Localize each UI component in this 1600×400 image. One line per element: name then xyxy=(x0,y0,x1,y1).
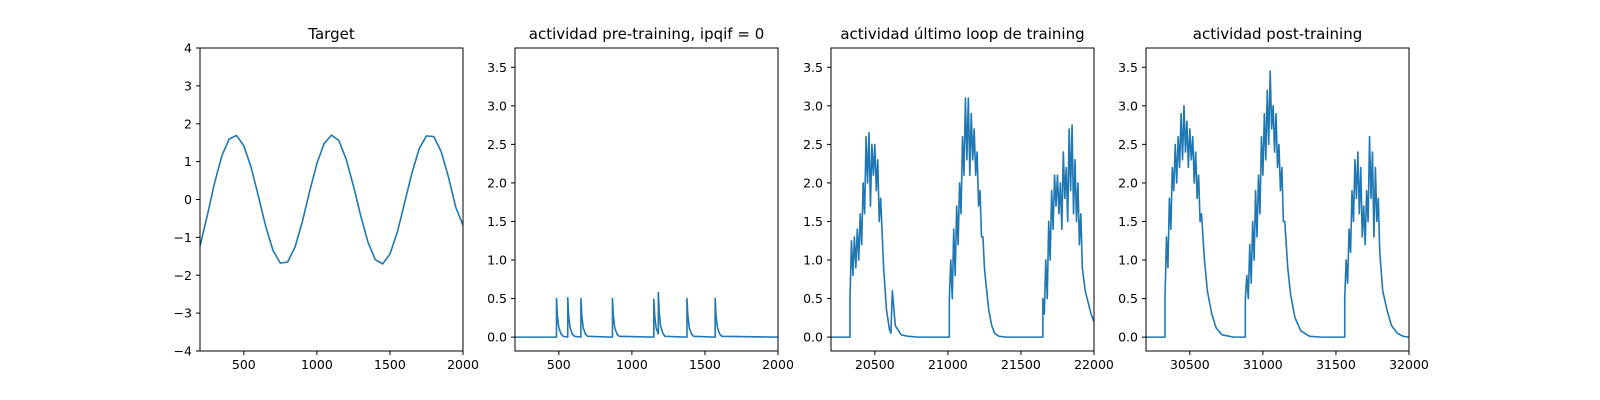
chart-title: actividad pre-training, ipqif = 0 xyxy=(529,25,765,43)
y-tick-label: 2.5 xyxy=(803,137,823,152)
subplot-4: 30500 31000 31500 32000 0.0 0.5 1.0 1.5 2.0 2.5 3.… xyxy=(1118,25,1429,372)
x-tick-label: 1500 xyxy=(689,357,721,372)
y-tick-label: 1 xyxy=(184,154,192,169)
series-line-1 xyxy=(515,291,778,338)
series-line-1 xyxy=(200,134,463,265)
chart-title: actividad último loop de training xyxy=(840,25,1084,43)
axes-frame xyxy=(830,47,1095,352)
series-line-1 xyxy=(1146,70,1409,338)
y-tick-label: 2.0 xyxy=(1118,175,1138,190)
axes-frame xyxy=(514,47,779,352)
y-tick-label: 3.5 xyxy=(1118,60,1138,75)
x-tick-label: 21500 xyxy=(1001,357,1041,372)
y-tick-label: 3.0 xyxy=(487,98,507,113)
chart-title: Target xyxy=(307,25,355,43)
x-tick-label: 31500 xyxy=(1316,357,1356,372)
chart-title: actividad post-training xyxy=(1193,25,1362,43)
x-tick-label: 2000 xyxy=(762,357,794,372)
y-tick-label: 0.5 xyxy=(487,291,507,306)
y-tick-label: 2 xyxy=(184,116,192,131)
y-tick-label: 2.0 xyxy=(803,175,823,190)
x-tick-label: 30500 xyxy=(1170,357,1210,372)
subplot-2: 500 1000 1500 2000 0.0 0.5 1.0 1.5 2.0 2.5 3.0 3.5 a… xyxy=(487,25,794,372)
subplot-3: 20500 21000 21500 22000 0.0 0.5 1.0 1.5 2.0 2.5 3.… xyxy=(803,25,1114,372)
y-tick-label: 3.0 xyxy=(803,98,823,113)
x-tick-label: 32000 xyxy=(1389,357,1429,372)
y-tick-label: 2.5 xyxy=(487,137,507,152)
y-tick-label: −1 xyxy=(174,230,192,245)
y-tick-label: 3 xyxy=(184,78,192,93)
axes-frame xyxy=(199,47,464,352)
subplot-1: 500 1000 1500 2000 −4 −3 −2 −1 0 1 2 3 4 Target xyxy=(174,25,479,372)
x-tick-label: 31000 xyxy=(1243,357,1283,372)
y-tick-label: 0.5 xyxy=(1118,291,1138,306)
y-tick-label: 4 xyxy=(184,41,192,56)
x-tick-label: 21000 xyxy=(928,357,968,372)
y-tick-label: 0.5 xyxy=(803,291,823,306)
x-tick-label: 2000 xyxy=(447,357,479,372)
y-tick-label: 3.5 xyxy=(487,60,507,75)
y-tick-label: 1.0 xyxy=(1118,253,1138,268)
x-tick-label: 500 xyxy=(547,357,571,372)
x-tick-label: 22000 xyxy=(1074,357,1114,372)
axes-frame xyxy=(1145,47,1410,352)
y-tick-label: −3 xyxy=(174,306,192,321)
y-tick-label: 3.5 xyxy=(803,60,823,75)
y-tick-label: 1.5 xyxy=(803,214,823,229)
y-tick-label: 0.0 xyxy=(803,330,823,345)
y-tick-label: 0.0 xyxy=(487,330,507,345)
y-tick-label: 3.0 xyxy=(1118,98,1138,113)
y-tick-label: −2 xyxy=(174,268,192,283)
x-tick-label: 1000 xyxy=(616,357,648,372)
y-tick-label: 0.0 xyxy=(1118,330,1138,345)
series-line-1 xyxy=(831,97,1094,338)
y-tick-label: 2.0 xyxy=(487,175,507,190)
x-tick-label: 1500 xyxy=(374,357,406,372)
y-tick-label: 1.5 xyxy=(1118,214,1138,229)
y-tick-label: 1.0 xyxy=(803,253,823,268)
y-tick-label: 0 xyxy=(184,192,192,207)
x-tick-label: 20500 xyxy=(855,357,895,372)
y-tick-label: 1.5 xyxy=(487,214,507,229)
x-tick-label: 500 xyxy=(232,357,256,372)
x-tick-label: 1000 xyxy=(301,357,333,372)
y-tick-label: −4 xyxy=(174,344,192,359)
y-tick-label: 1.0 xyxy=(487,253,507,268)
y-tick-label: 2.5 xyxy=(1118,137,1138,152)
